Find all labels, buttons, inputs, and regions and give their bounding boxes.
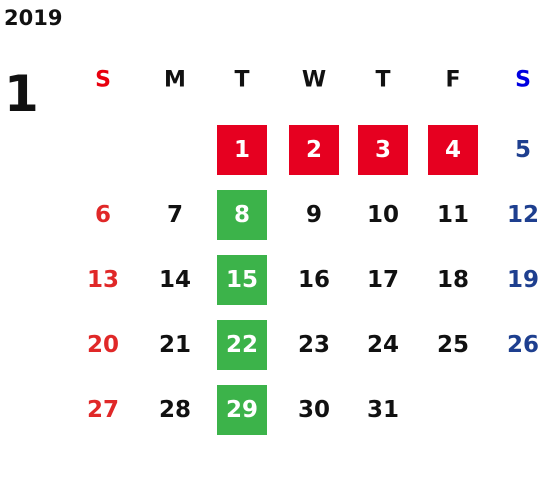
date: 20 [87, 332, 119, 358]
highlight-box [217, 385, 267, 435]
highlight-box [428, 125, 478, 175]
date: 28 [159, 397, 191, 423]
date: 17 [367, 267, 399, 293]
year: 2019 [4, 6, 62, 30]
date: 10 [367, 202, 399, 228]
highlight-box [289, 125, 339, 175]
weekday-label: T [234, 68, 249, 93]
highlight-box [217, 190, 267, 240]
highlight-box [217, 320, 267, 370]
weekday-label: S [515, 68, 531, 93]
date: 4 [445, 137, 461, 163]
month: 1 [4, 65, 39, 123]
date: 8 [234, 202, 250, 228]
date: 31 [367, 397, 399, 423]
highlight-box [358, 125, 408, 175]
date: 13 [87, 267, 119, 293]
date: 2 [306, 137, 322, 163]
date: 23 [298, 332, 330, 358]
date: 1 [234, 137, 250, 163]
weekday-label: F [445, 68, 460, 93]
date: 15 [226, 267, 258, 293]
weekday-label: S [95, 68, 111, 93]
date: 18 [437, 267, 469, 293]
date: 24 [367, 332, 399, 358]
weekday-label: W [302, 68, 326, 93]
date: 7 [167, 202, 183, 228]
date: 9 [306, 202, 322, 228]
date: 19 [507, 267, 539, 293]
date: 21 [159, 332, 191, 358]
date: 14 [159, 267, 191, 293]
date: 6 [95, 202, 111, 228]
date: 12 [507, 202, 539, 228]
date: 5 [515, 137, 531, 163]
date: 22 [226, 332, 258, 358]
date: 27 [87, 397, 119, 423]
date: 3 [375, 137, 391, 163]
highlight-box [217, 255, 267, 305]
date: 16 [298, 267, 330, 293]
weekday-label: M [164, 68, 186, 93]
date: 26 [507, 332, 539, 358]
date: 30 [298, 397, 330, 423]
weekday-label: T [375, 68, 390, 93]
date: 11 [437, 202, 469, 228]
date: 29 [226, 397, 258, 423]
highlight-box [217, 125, 267, 175]
date: 25 [437, 332, 469, 358]
